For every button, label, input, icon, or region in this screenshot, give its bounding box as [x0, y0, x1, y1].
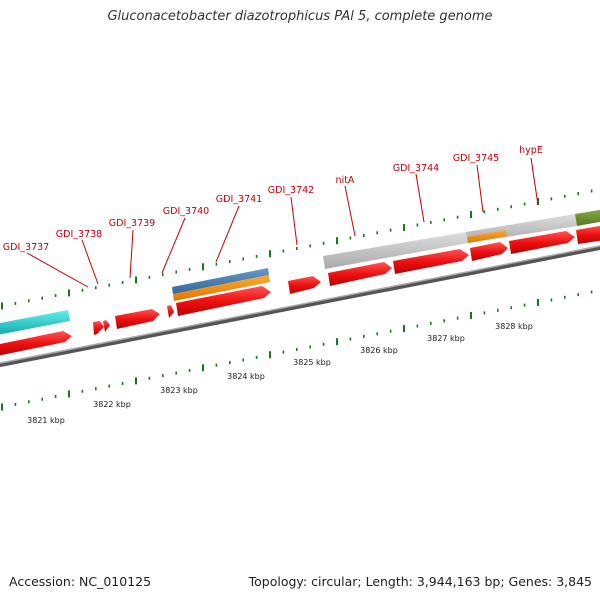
gene-arrow: [115, 309, 160, 329]
kbp-label: 3826 kbp: [360, 346, 398, 355]
gene-arrow: [167, 305, 174, 318]
genome-title: Gluconacetobacter diazotrophicus PAl 5, …: [107, 9, 493, 24]
gene-arrow-track: [0, 225, 600, 356]
gene-arrow: [328, 262, 392, 286]
gene-label: GDI_3744: [393, 163, 439, 174]
kbp-label: 3828 kbp: [495, 322, 533, 331]
upper-tick-row: [1, 189, 593, 310]
kbp-label: 3822 kbp: [93, 400, 131, 409]
accession-label: Accession: NC_010125: [9, 574, 152, 589]
kbp-scale-labels: 3821 kbp 3822 kbp 3823 kbp 3824 kbp 3825…: [27, 322, 533, 425]
gene-label: GDI_3737: [3, 242, 49, 253]
scale-tick-row: [1, 290, 593, 411]
orange-feature: [467, 230, 507, 243]
gene-labels: GDI_3737 GDI_3738 GDI_3739 GDI_3740 GDI_…: [3, 145, 543, 253]
kbp-label: 3827 kbp: [427, 334, 465, 343]
kbp-label: 3824 kbp: [227, 372, 265, 381]
kbp-label: 3825 kbp: [293, 358, 331, 367]
gene-label: GDI_3740: [163, 206, 209, 217]
topology-label: Topology: circular; Length: 3,944,163 bp…: [248, 574, 592, 589]
orange-feature: [173, 275, 270, 301]
gray-feature: [323, 232, 468, 269]
gene-arrow: [393, 249, 469, 274]
gene-arrow: [576, 225, 600, 244]
gene-arrow: [509, 231, 575, 254]
gene-arrow: [103, 320, 110, 332]
gene-arrow: [288, 276, 321, 294]
gene-arrow: [470, 242, 508, 261]
blue-feature: [172, 268, 269, 294]
gene-label: hypE: [519, 145, 543, 156]
gene-label: GDI_3742: [268, 185, 314, 196]
gene-label: nitA: [336, 175, 355, 186]
kbp-label: 3821 kbp: [27, 416, 65, 425]
gene-label: GDI_3745: [453, 153, 499, 164]
gene-arrow: [176, 286, 271, 316]
gene-arrow: [0, 331, 72, 356]
cyan-feature: [0, 310, 70, 335]
gene-label: GDI_3741: [216, 194, 262, 205]
gene-label: GDI_3739: [109, 218, 155, 229]
gene-arrow: [93, 321, 104, 335]
kbp-label: 3823 kbp: [160, 386, 198, 395]
olive-feature: [575, 209, 600, 226]
gene-label: GDI_3738: [56, 229, 102, 240]
genome-backbone: [0, 245, 600, 368]
gene-leader-lines: [26, 157, 539, 288]
feature-track: [0, 209, 600, 335]
